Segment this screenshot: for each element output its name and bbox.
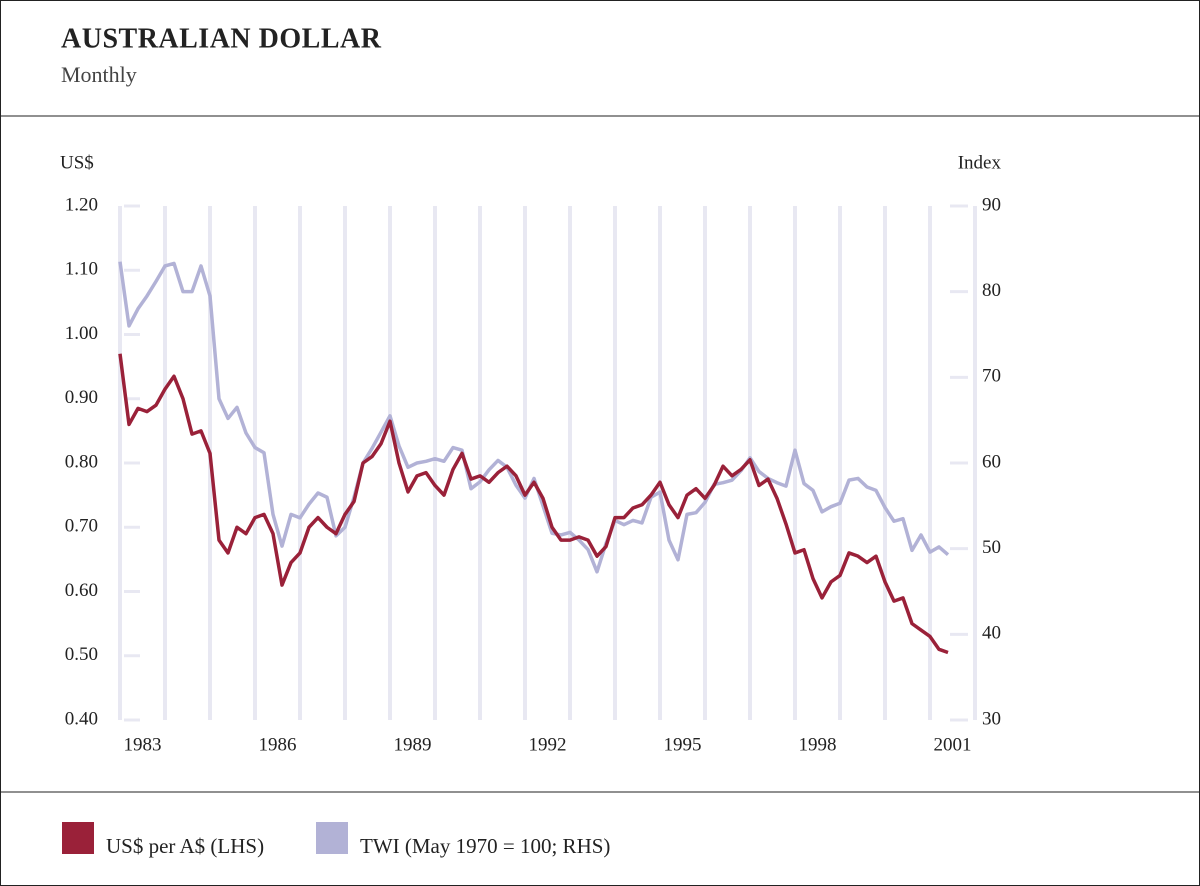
y2-tick-label: 80 [982,280,1001,301]
x-tick-label: 1986 [259,734,297,755]
y-tick-label: 1.20 [65,194,98,215]
y2-tick-label: 50 [982,537,1001,558]
legend-swatch [316,822,348,854]
y-tick-label: 1.00 [65,323,98,344]
y-tick-label: 1.10 [65,259,98,280]
chart-title: AUSTRALIAN DOLLAR [61,23,382,54]
x-tick-label: 1983 [124,734,162,755]
y-tick-label: 0.70 [65,516,98,537]
y-tick-label: 0.40 [65,708,98,729]
y-tick-label: 0.50 [65,644,98,665]
y-tick-label: 0.80 [65,451,98,472]
series-line [118,261,950,574]
series-line [118,353,949,655]
x-tick-label: 1995 [664,734,702,755]
legend-swatch [62,822,94,854]
y-tick-label: 0.90 [65,387,98,408]
y2-tick-label: 70 [982,366,1001,387]
y2-tick-label: 90 [982,194,1001,215]
x-tick-label: 1998 [799,734,837,755]
y2-tick-label: 60 [982,451,1001,472]
y2-axis-label: Index [958,152,1002,173]
y2-tick-label: 40 [982,623,1001,644]
x-tick-label: 1992 [529,734,567,755]
x-tick-label: 2001 [934,734,972,755]
legend-label: US$ per A$ (LHS) [106,834,264,858]
legend-label: TWI (May 1970 = 100; RHS) [360,834,610,858]
y-axis-label: US$ [60,152,94,173]
x-tick-label: 1989 [394,734,432,755]
y2-tick-label: 30 [982,708,1001,729]
y-tick-label: 0.60 [65,580,98,601]
chart-subtitle: Monthly [61,62,137,87]
